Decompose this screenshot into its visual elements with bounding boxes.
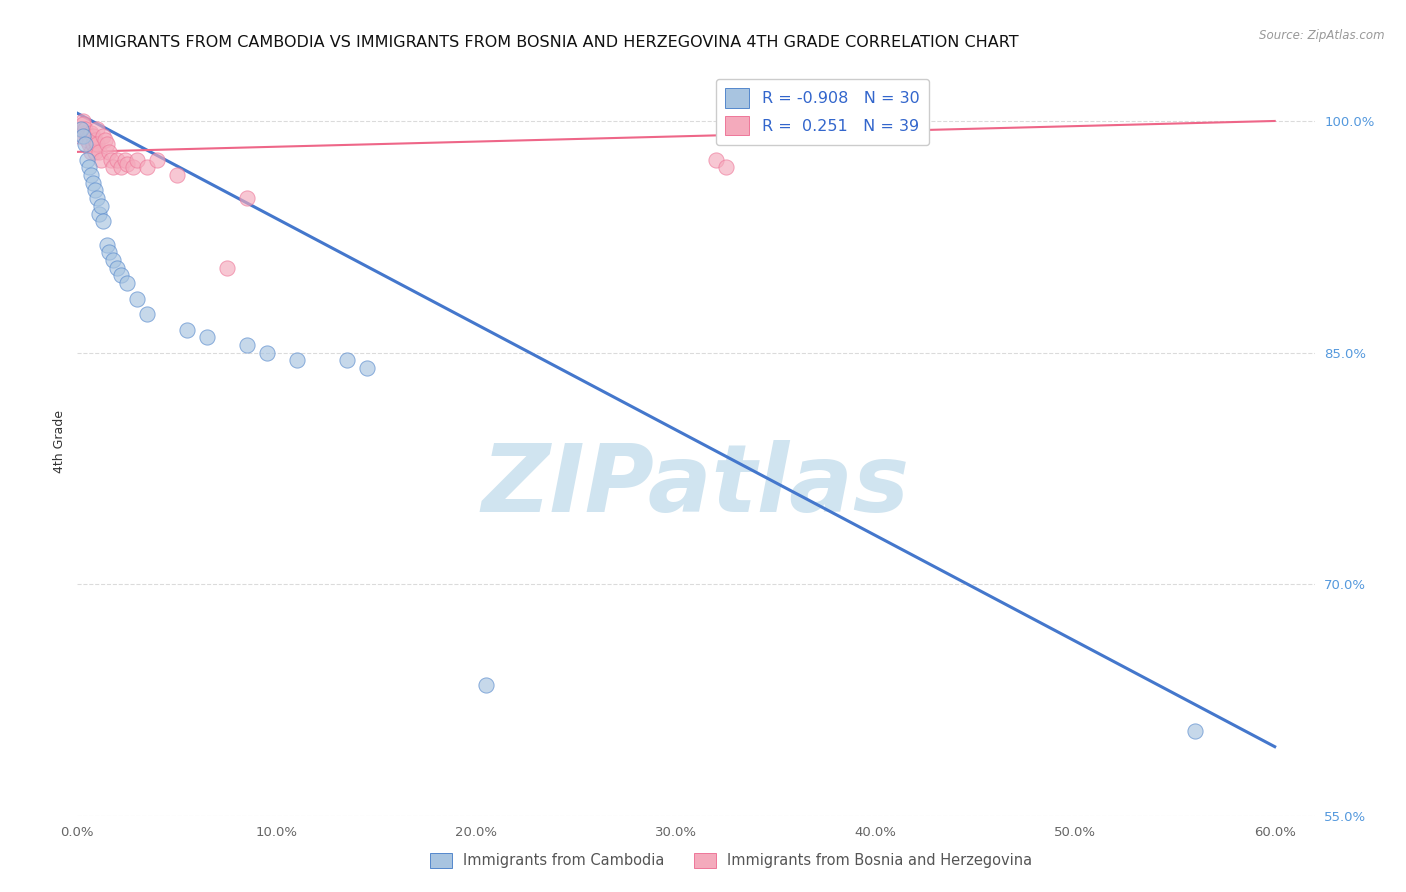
Point [475, 678, 498, 692]
Text: Source: ZipAtlas.com: Source: ZipAtlas.com [1260, 29, 1385, 43]
Text: ZIPatlas: ZIPatlas [482, 441, 910, 533]
Point [127, 153, 149, 167]
Point [176, 322, 198, 336]
Point [256, 345, 278, 359]
Point [80, 145, 103, 159]
Point [67, 129, 90, 144]
Point [714, 161, 737, 175]
Y-axis label: 4th Grade: 4th Grade [53, 410, 66, 473]
Point [146, 153, 169, 167]
Legend: R = -0.908   N = 30, R =  0.251   N = 39: R = -0.908 N = 30, R = 0.251 N = 39 [716, 78, 929, 145]
Point [90, 199, 112, 213]
Point [96, 237, 118, 252]
Point [103, 252, 125, 267]
Point [285, 353, 308, 368]
Point [136, 307, 159, 321]
Point [100, 153, 122, 167]
Point [79, 129, 101, 144]
Point [166, 168, 188, 182]
Point [127, 292, 149, 306]
Point [236, 338, 259, 352]
Point [76, 132, 98, 146]
Point [82, 137, 104, 152]
Point [105, 260, 128, 275]
Point [80, 168, 103, 182]
Legend: Immigrants from Cambodia, Immigrants from Bosnia and Herzegovina: Immigrants from Cambodia, Immigrants fro… [425, 847, 1038, 874]
Point [70, 121, 93, 136]
Point [84, 132, 107, 146]
Point [105, 153, 128, 167]
Point [704, 153, 727, 167]
Point [70, 121, 93, 136]
Point [236, 191, 259, 205]
Point [86, 121, 108, 136]
Point [91, 129, 114, 144]
Point [76, 129, 98, 144]
Point [72, 129, 94, 144]
Point [91, 214, 114, 228]
Point [110, 268, 132, 283]
Point [195, 330, 218, 344]
Point [75, 137, 97, 152]
Point [89, 145, 111, 159]
Point [98, 145, 121, 159]
Point [75, 126, 97, 140]
Point [82, 129, 104, 144]
Point [110, 161, 132, 175]
Point [356, 361, 378, 376]
Point [136, 161, 159, 175]
Point [114, 153, 136, 167]
Point [86, 191, 108, 205]
Point [80, 126, 103, 140]
Point [75, 121, 97, 136]
Point [1184, 724, 1206, 739]
Point [84, 145, 107, 159]
Point [72, 114, 94, 128]
Point [115, 276, 138, 290]
Point [115, 157, 138, 171]
Point [79, 137, 101, 152]
Point [103, 161, 125, 175]
Point [72, 117, 94, 131]
Point [82, 176, 104, 190]
Point [84, 184, 107, 198]
Point [94, 132, 117, 146]
Point [90, 153, 112, 167]
Text: IMMIGRANTS FROM CAMBODIA VS IMMIGRANTS FROM BOSNIA AND HERZEGOVINA 4TH GRADE COR: IMMIGRANTS FROM CAMBODIA VS IMMIGRANTS F… [77, 35, 1019, 50]
Point [215, 260, 238, 275]
Point [79, 161, 101, 175]
Point [89, 207, 111, 221]
Point [96, 137, 118, 152]
Point [86, 137, 108, 152]
Point [122, 161, 145, 175]
Point [336, 353, 359, 368]
Point [76, 153, 98, 167]
Point [98, 245, 121, 260]
